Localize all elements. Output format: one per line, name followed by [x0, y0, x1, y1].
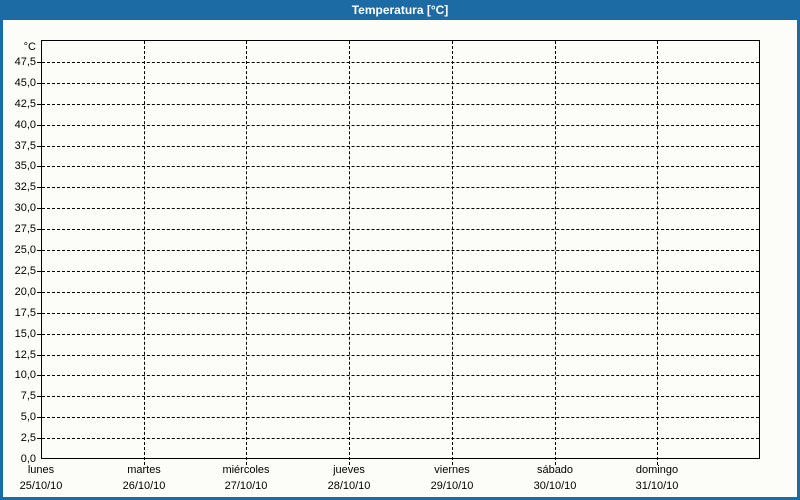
h-gridline — [42, 417, 759, 418]
day-name: miércoles — [222, 464, 270, 476]
day-date: 28/10/10 — [327, 480, 371, 492]
y-axis-tick — [37, 146, 41, 147]
y-axis-tick — [37, 104, 41, 105]
y-axis-tick — [37, 125, 41, 126]
x-axis-day-label: lunes 25/10/10 — [0, 463, 92, 494]
y-axis-tick — [37, 271, 41, 272]
day-date: 29/10/10 — [430, 480, 474, 492]
h-gridline — [42, 104, 759, 105]
y-axis-tick-label: 10,0 — [14, 369, 36, 381]
y-axis-tick-label: 7,5 — [20, 390, 36, 402]
window-border-right — [797, 20, 800, 500]
y-axis-tick-label: 37,5 — [14, 140, 36, 152]
y-axis-tick-label: 22,5 — [14, 265, 36, 277]
v-gridline — [555, 41, 556, 465]
y-axis-tick — [37, 208, 41, 209]
y-axis-tick — [37, 438, 41, 439]
y-axis-tick — [37, 83, 41, 84]
day-name: sábado — [536, 464, 574, 476]
day-name: lunes — [27, 464, 55, 476]
h-gridline — [42, 313, 759, 314]
h-gridline — [42, 250, 759, 251]
y-axis-tick-label: 20,0 — [14, 286, 36, 298]
h-gridline — [42, 125, 759, 126]
x-axis-day-label: viernes 29/10/10 — [401, 463, 503, 494]
plot-area — [41, 40, 760, 459]
v-gridline — [657, 41, 658, 465]
chart-title: Temperatura [°C] — [351, 3, 449, 17]
y-axis-tick-label: 40,0 — [14, 119, 36, 131]
y-axis-tick — [37, 334, 41, 335]
y-axis-tick-label: 17,5 — [14, 307, 36, 319]
y-axis-tick — [37, 417, 41, 418]
day-name: jueves — [333, 464, 365, 476]
h-gridline — [42, 208, 759, 209]
y-axis-tick-label: 27,5 — [14, 223, 36, 235]
x-axis-day-label: martes 26/10/10 — [93, 463, 195, 494]
day-date: 27/10/10 — [224, 480, 268, 492]
y-axis-tick-label: 12,5 — [14, 349, 36, 361]
day-date: 26/10/10 — [122, 480, 166, 492]
y-axis-tick-label: 25,0 — [14, 244, 36, 256]
h-gridline — [42, 271, 759, 272]
y-axis-tick — [37, 396, 41, 397]
y-axis-tick — [37, 375, 41, 376]
y-axis-tick-label: 0,0 — [20, 453, 36, 465]
y-axis-tick-label: 2,5 — [20, 432, 36, 444]
y-axis-tick-label: 35,0 — [14, 160, 36, 172]
h-gridline — [42, 355, 759, 356]
v-gridline — [246, 41, 247, 465]
y-axis-unit-label: °C — [23, 41, 36, 53]
h-gridline — [42, 334, 759, 335]
v-gridline — [452, 41, 453, 465]
y-axis-tick-label: 42,5 — [14, 98, 36, 110]
day-name: martes — [127, 464, 161, 476]
y-axis-tick — [37, 166, 41, 167]
chart-title-bar: Temperatura [°C] — [0, 0, 800, 20]
day-date: 31/10/10 — [635, 480, 679, 492]
x-axis-day-label: domingo 31/10/10 — [606, 463, 708, 494]
y-axis-tick-label: 5,0 — [20, 411, 36, 423]
y-axis-tick-label: 15,0 — [14, 328, 36, 340]
y-axis-tick — [37, 62, 41, 63]
y-axis-tick-label: 45,0 — [14, 77, 36, 89]
h-gridline — [42, 229, 759, 230]
h-gridline — [42, 438, 759, 439]
h-gridline — [42, 187, 759, 188]
v-gridline — [144, 41, 145, 465]
window-border-bottom — [0, 497, 800, 500]
h-gridline — [42, 292, 759, 293]
y-axis-tick — [37, 187, 41, 188]
y-axis-tick — [37, 355, 41, 356]
x-axis-day-label: sábado 30/10/10 — [504, 463, 606, 494]
h-gridline — [42, 396, 759, 397]
day-date: 25/10/10 — [19, 480, 63, 492]
day-name: domingo — [635, 464, 679, 476]
h-gridline — [42, 83, 759, 84]
y-axis-tick — [37, 313, 41, 314]
day-name: viernes — [434, 464, 470, 476]
window-border-left — [0, 20, 3, 500]
y-axis-tick — [37, 250, 41, 251]
y-axis-tick-label: 32,5 — [14, 181, 36, 193]
x-axis-day-label: jueves 28/10/10 — [298, 463, 400, 494]
y-axis-tick-label: 47,5 — [14, 56, 36, 68]
y-axis-tick-label: 30,0 — [14, 202, 36, 214]
h-gridline — [42, 375, 759, 376]
y-axis-tick — [37, 229, 41, 230]
day-date: 30/10/10 — [533, 480, 577, 492]
y-axis-tick — [37, 292, 41, 293]
x-axis-day-label: miércoles 27/10/10 — [195, 463, 297, 494]
v-gridline — [349, 41, 350, 465]
h-gridline — [42, 166, 759, 167]
h-gridline — [42, 62, 759, 63]
h-gridline — [42, 146, 759, 147]
